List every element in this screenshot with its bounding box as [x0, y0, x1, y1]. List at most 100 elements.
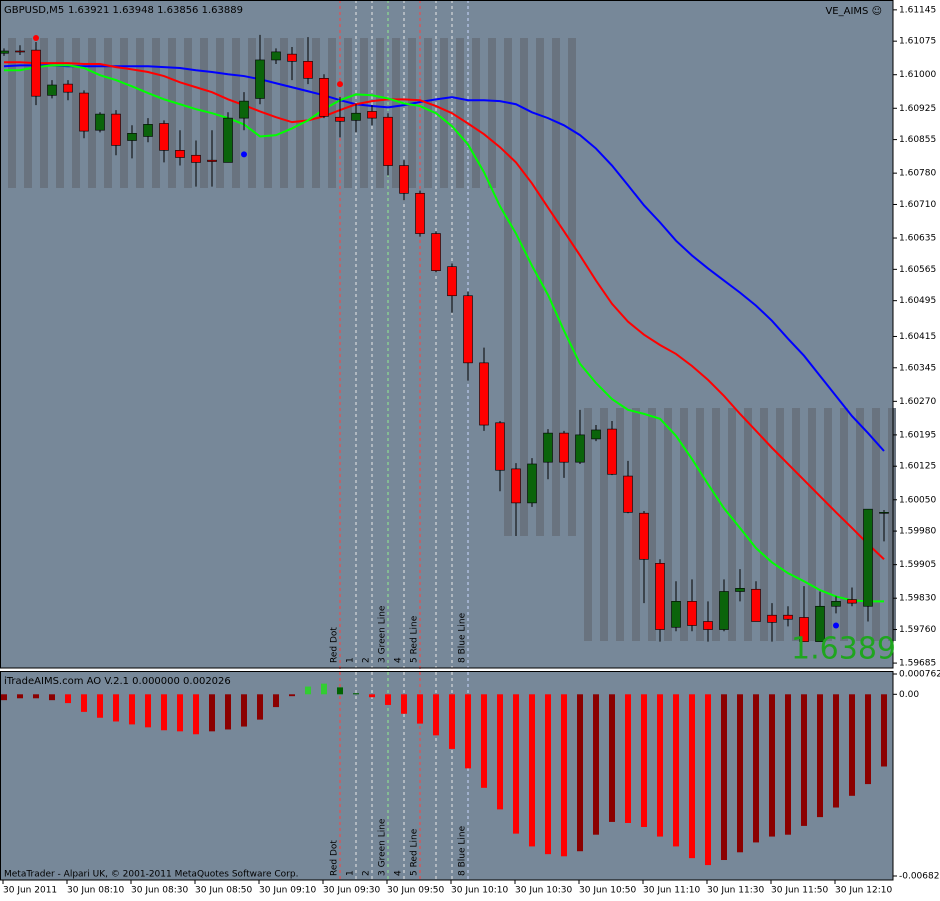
- ao-bar: [801, 694, 807, 826]
- candle-body: [655, 563, 665, 630]
- ao-bar: [705, 694, 711, 866]
- ao-bar: [305, 686, 311, 695]
- ao-bar: [561, 694, 567, 857]
- ao-bar: [1, 694, 7, 701]
- marker-label: 2: [362, 870, 372, 876]
- signal-dot: [241, 151, 247, 158]
- ao-bar: [529, 694, 535, 847]
- ao-bar: [769, 694, 775, 837]
- candle-body: [335, 116, 345, 122]
- candle-body: [287, 53, 297, 62]
- candle-body: [399, 165, 409, 194]
- y-tick-label: 1.59980: [899, 527, 936, 537]
- ao-bar: [81, 694, 87, 712]
- stripe: [8, 38, 16, 188]
- stripe: [488, 38, 496, 188]
- marker-label: 2: [362, 657, 372, 663]
- ao-bar: [465, 694, 471, 769]
- ao-bar: [609, 694, 615, 822]
- ao-bar: [321, 683, 327, 695]
- signal-dot: [33, 35, 39, 42]
- stripe: [536, 188, 544, 536]
- candle-body: [719, 591, 729, 630]
- stripe: [408, 38, 416, 188]
- stripe: [696, 408, 704, 641]
- ao-bar: [433, 694, 439, 736]
- stripe: [664, 408, 672, 641]
- stripe: [264, 38, 272, 188]
- ao-bar: [209, 694, 215, 732]
- candle-body: [127, 133, 137, 141]
- stripe: [856, 408, 864, 641]
- marker-label: 3 Green Line: [378, 818, 388, 876]
- x-tick-label: 30 Jun 08:10: [67, 886, 124, 896]
- stripe: [200, 38, 208, 188]
- candle-body: [191, 154, 201, 163]
- ao-bar: [225, 694, 231, 730]
- stripe: [440, 38, 448, 188]
- candle-body: [831, 601, 841, 607]
- ao-bar: [177, 694, 183, 732]
- moving-average: [4, 64, 884, 603]
- candle-body: [783, 614, 793, 620]
- stripe: [216, 38, 224, 188]
- candle-body: [223, 117, 233, 163]
- marker-label: 1: [346, 870, 356, 876]
- stripe: [40, 38, 48, 188]
- y-tick-label: 1.60125: [899, 462, 936, 472]
- y-tick-label: 1.59905: [899, 560, 936, 570]
- stripe: [552, 38, 560, 188]
- candle-body: [207, 159, 217, 162]
- y-tick-label: 1.60710: [899, 200, 936, 210]
- ao-bar: [337, 687, 343, 695]
- ao-bar: [369, 694, 375, 698]
- ao-bar: [785, 694, 791, 835]
- ohlc-values: 1.63921 1.63948 1.63856 1.63889: [68, 5, 243, 16]
- candle-body: [447, 266, 457, 297]
- stripe: [56, 38, 64, 188]
- stripe: [392, 38, 400, 188]
- marker-label: 5 Red Line: [410, 615, 420, 663]
- stripe: [88, 38, 96, 188]
- x-tick-label: 30 Jun 08:30: [131, 886, 188, 896]
- candle-body: [431, 233, 441, 271]
- stripe: [600, 408, 608, 641]
- x-tick-label: 30 Jun 11:10: [643, 886, 700, 896]
- stripe: [360, 38, 368, 188]
- ao-bar: [737, 694, 743, 853]
- candle-body: [639, 512, 649, 560]
- candle-body: [623, 475, 633, 513]
- ao-bar: [657, 694, 663, 837]
- candle-body: [847, 599, 857, 604]
- stripe: [472, 38, 480, 188]
- marker-label: 4: [394, 657, 404, 663]
- y-tick-label: 1.60635: [899, 234, 936, 244]
- y-tick-label: 1.61145: [899, 5, 936, 15]
- stripe: [872, 408, 880, 641]
- candle-body: [367, 111, 377, 119]
- stripe: [536, 38, 544, 188]
- stripe: [680, 408, 688, 641]
- y-tick-label: 1.60855: [899, 135, 936, 145]
- stripe: [232, 38, 240, 188]
- stripe: [552, 188, 560, 536]
- ao-bar: [241, 694, 247, 727]
- y-tick-label: 1.60415: [899, 332, 936, 342]
- ao-bar: [145, 694, 151, 728]
- y-tick-label: 1.60565: [899, 265, 936, 275]
- candle-body: [0, 50, 9, 54]
- ao-bar: [545, 694, 551, 855]
- stripe: [376, 38, 384, 188]
- ao-bar: [113, 694, 119, 722]
- footer: MetaTrader - Alpari UK, © 2001-2011 Meta…: [4, 870, 298, 880]
- y-tick-label: 1.59760: [899, 625, 936, 635]
- ao-bar: [17, 694, 23, 699]
- candle-body: [799, 617, 809, 642]
- y-tick-label: 1.60780: [899, 169, 936, 179]
- stripe: [616, 408, 624, 641]
- stripe: [104, 38, 112, 188]
- stripe: [248, 38, 256, 188]
- stripe: [888, 408, 896, 641]
- stripe: [344, 38, 352, 188]
